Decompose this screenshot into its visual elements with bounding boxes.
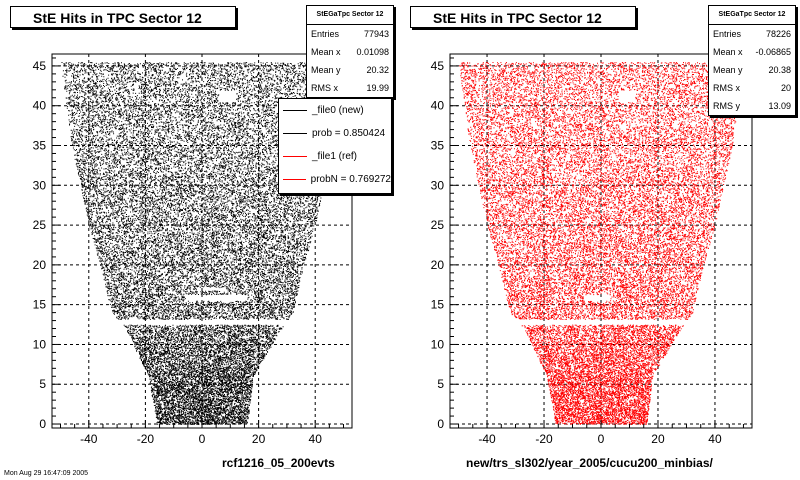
y-tick-label: 5 [437, 377, 444, 391]
y-tick-label: 45 [33, 59, 47, 73]
scatter-points [459, 62, 745, 425]
data-points [459, 62, 745, 425]
y-tick-label: 30 [33, 178, 47, 192]
tick-labels: -40 -20 0 20 40 0 5 10 15 20 25 30 35 40 45 [431, 59, 722, 446]
chart-panel-left: StE Hits in TPC Sector 12 -40 -20 0 20 40 0 5 1… [10, 5, 394, 470]
y-tick-label: 45 [431, 59, 445, 73]
stats-row: Mean x 0.01098 [307, 43, 393, 61]
stats-row: RMS y 13.09 [709, 97, 795, 115]
y-tick-label: 20 [33, 258, 47, 272]
x-tick-label: -40 [80, 432, 98, 446]
chart-title: StE Hits in TPC Sector 12 [410, 6, 636, 28]
x-tick-label: 20 [651, 432, 665, 446]
legend-line-red [283, 178, 306, 180]
legend-label: _file1 (ref) [312, 150, 358, 162]
stats-value: 20 [780, 83, 791, 93]
y-tick-label: 10 [33, 337, 47, 351]
legend-entry: probN = 0.769272 [279, 168, 391, 190]
chart-panel-right: StE Hits in TPC Sector 12 -40 -20 0 20 40 0 5 1… [400, 0, 800, 480]
stats-box: StEGaTpc Sector 12 Entries 78226 Mean x -0… [708, 5, 796, 116]
stats-value: 77943 [363, 29, 389, 39]
scatter-plot-right: -40 -20 0 20 40 0 5 10 15 20 25 30 35 40 45 [431, 53, 753, 446]
y-tick-label: 10 [431, 337, 445, 351]
y-tick-label: 35 [33, 139, 47, 153]
scatter-points [61, 62, 345, 425]
tick-labels: -40 -20 0 20 40 0 5 10 15 20 25 30 35 40 45 [33, 59, 323, 446]
stats-title: StEGaTpc Sector 12 [709, 6, 795, 25]
y-tick-label: 20 [431, 258, 445, 272]
stats-row: Mean x -0.06865 [709, 43, 795, 61]
x-tick-label: 20 [252, 432, 266, 446]
x-tick-label: -40 [478, 432, 496, 446]
legend-entry: prob = 0.850424 [279, 122, 391, 144]
stats-row: Entries 78226 [709, 25, 795, 43]
chart-title: StE Hits in TPC Sector 12 [10, 6, 236, 28]
y-tick-label: 25 [33, 218, 47, 232]
stats-value: 20.38 [768, 65, 791, 75]
stats-label: Mean y [713, 65, 743, 75]
y-tick-label: 15 [33, 298, 47, 312]
stats-label: Mean y [311, 65, 341, 75]
y-tick-label: 35 [431, 139, 445, 153]
stats-label: RMS x [311, 83, 338, 93]
stats-row: RMS x 20 [709, 79, 795, 97]
date-stamp: Mon Aug 29 16:47:09 2005 [4, 470, 89, 477]
stats-row: RMS x 19.99 [307, 79, 393, 97]
legend-entry: _file1 (ref) [279, 145, 391, 167]
x-tick-label: 0 [199, 432, 206, 446]
y-tick-label: 15 [431, 298, 445, 312]
legend-label: _file0 (new) [312, 104, 364, 116]
stats-row: Entries 77943 [307, 25, 393, 43]
stats-label: Mean x [713, 47, 743, 57]
axis-ticks [52, 57, 345, 428]
stats-label: Entries [713, 29, 742, 39]
stats-value: 13.09 [768, 101, 791, 111]
y-tick-label: 0 [39, 417, 46, 431]
x-axis-label: new/trs_sl302/year_2005/cucu200_minbias/ [466, 456, 713, 470]
stats-row: Mean y 20.38 [709, 61, 795, 79]
y-tick-label: 25 [431, 218, 445, 232]
legend-line-black [283, 132, 307, 134]
legend-entry: _file0 (new) [279, 99, 391, 121]
legend-label: probN = 0.769272 [310, 173, 391, 185]
stats-value: -0.06865 [755, 47, 791, 57]
stats-label: RMS x [713, 83, 740, 93]
stats-label: Mean x [311, 47, 341, 57]
axis-ticks [450, 57, 744, 428]
x-tick-label: -20 [535, 432, 553, 446]
stats-box: StEGaTpc Sector 12 Entries 77943 Mean x 0.… [306, 5, 394, 98]
stats-value: 19.99 [366, 83, 389, 93]
legend-label: prob = 0.850424 [312, 127, 386, 139]
stats-row: Mean y 20.32 [307, 61, 393, 79]
legend-line-black [283, 109, 307, 111]
stats-label: Entries [311, 29, 340, 39]
y-tick-label: 30 [431, 178, 445, 192]
stats-value: 20.32 [366, 65, 389, 75]
y-tick-label: 0 [437, 417, 444, 431]
x-tick-label: -20 [137, 432, 155, 446]
y-tick-label: 40 [431, 99, 445, 113]
x-axis-label: rcf1216_05_200evts [222, 456, 335, 470]
stats-value: 0.01098 [356, 47, 389, 57]
y-tick-label: 5 [39, 377, 46, 391]
y-tick-label: 40 [33, 99, 47, 113]
stats-value: 78226 [765, 29, 791, 39]
data-points [61, 62, 345, 425]
stats-label: RMS y [713, 101, 740, 111]
x-tick-label: 40 [708, 432, 722, 446]
legend-line-red [283, 155, 307, 157]
legend: _file0 (new) prob = 0.850424 _file1 (ref… [278, 98, 392, 194]
stats-title: StEGaTpc Sector 12 [307, 6, 393, 25]
x-tick-label: 40 [309, 432, 323, 446]
x-tick-label: 0 [598, 432, 605, 446]
